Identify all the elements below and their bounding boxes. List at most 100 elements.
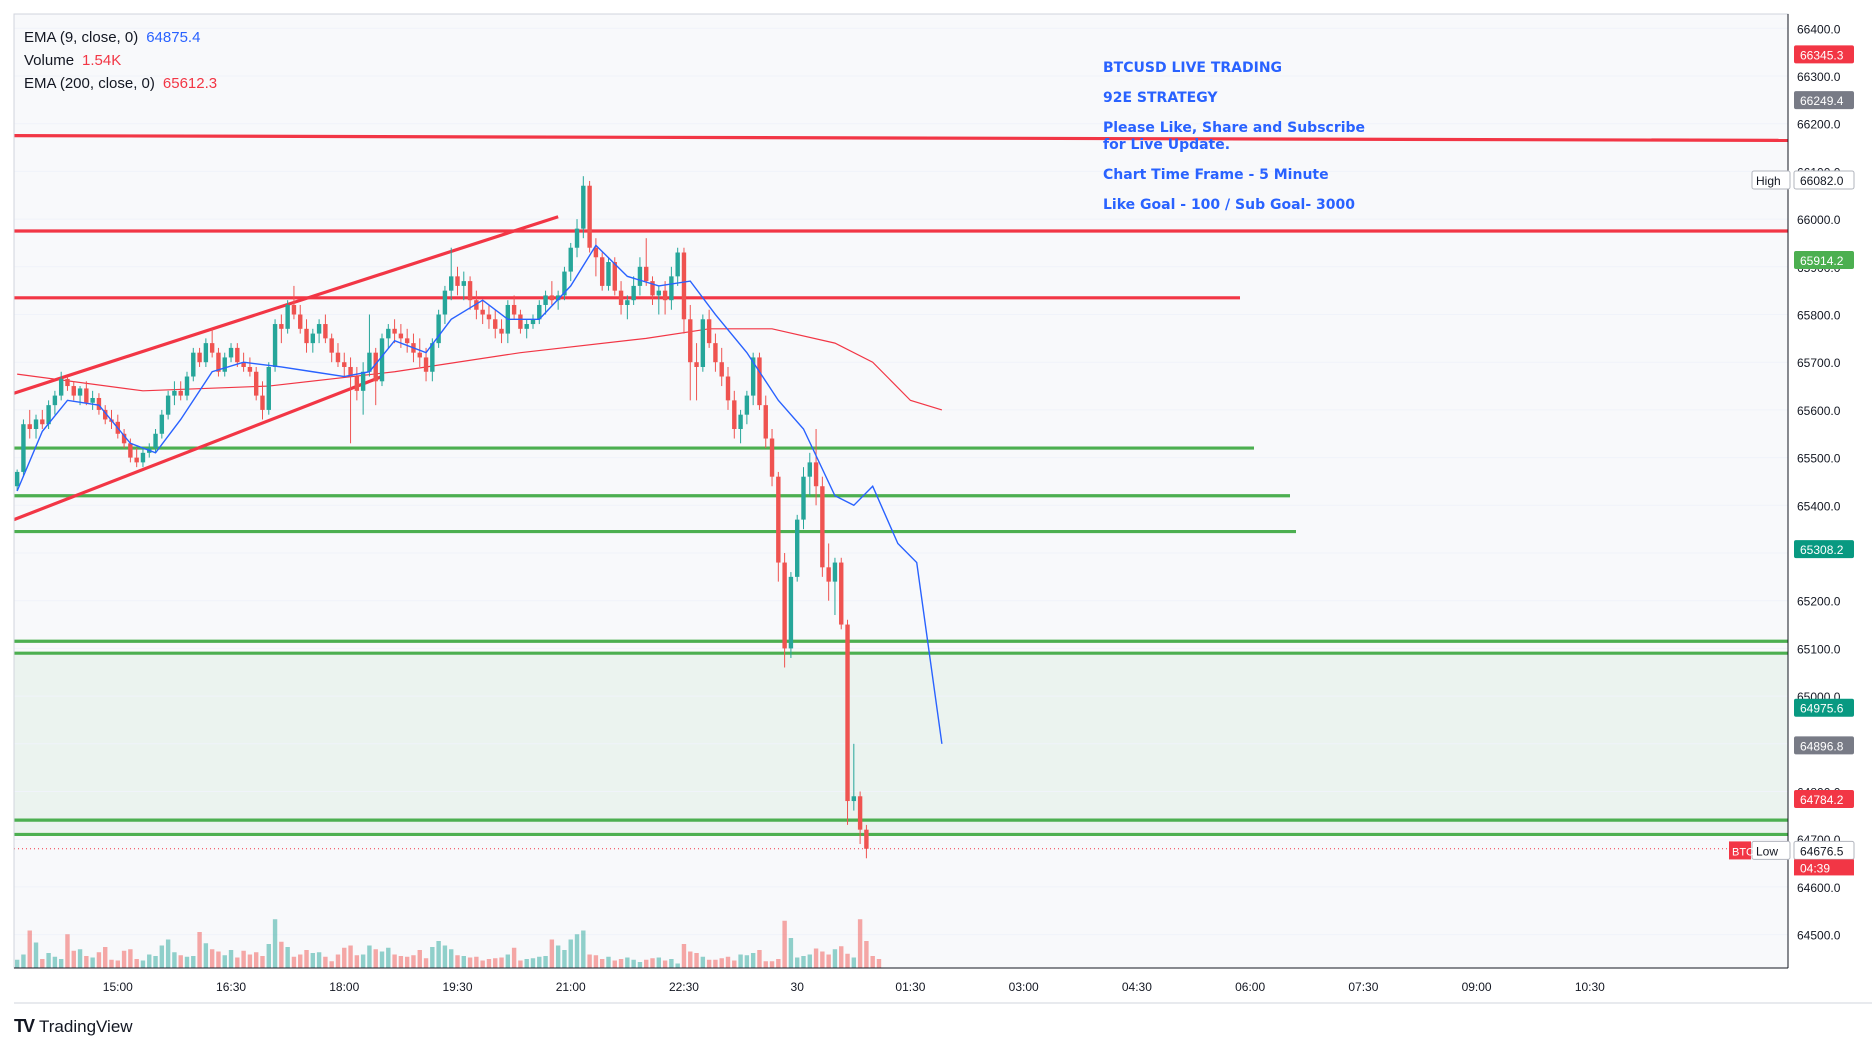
volume-bar — [801, 956, 806, 968]
y-tick-label: 65800.0 — [1797, 309, 1841, 323]
volume-bar — [153, 956, 158, 968]
volume-bar — [574, 934, 580, 968]
candle-body — [851, 796, 857, 802]
candle-body — [386, 328, 391, 339]
candle-body — [253, 371, 259, 396]
candle-body — [662, 290, 668, 301]
volume-bar — [253, 952, 259, 968]
volume-bar — [587, 954, 592, 968]
tradingview-brand[interactable]: TV TradingView — [14, 1016, 133, 1037]
ema9-line — [16, 244, 943, 744]
volume-bar — [769, 961, 775, 968]
candle-body — [763, 405, 768, 439]
volume-bar — [486, 959, 492, 968]
volume-bar — [203, 943, 209, 968]
candle-body — [461, 281, 466, 286]
candle-body — [222, 357, 227, 372]
volume-bar — [845, 953, 850, 968]
x-tick-label: 04:30 — [1122, 980, 1152, 994]
candle-body — [732, 400, 737, 429]
volume-bar — [65, 934, 70, 968]
candle-body — [77, 388, 83, 396]
candle-body — [826, 567, 831, 582]
volume-bar — [134, 959, 139, 968]
x-tick-label: 09:00 — [1462, 980, 1492, 994]
candle-body — [247, 366, 253, 372]
volume-bar — [593, 955, 599, 968]
volume-bar — [77, 949, 83, 968]
volume-bar — [360, 954, 366, 968]
candle-body — [436, 314, 441, 344]
candle-body — [700, 319, 706, 367]
volume-bar — [140, 960, 146, 968]
candle-body — [197, 352, 202, 363]
candle-body — [455, 276, 460, 286]
candle-body — [430, 343, 435, 372]
candle-body — [669, 276, 674, 301]
volume-bar — [178, 955, 183, 968]
volume-bar — [662, 960, 668, 968]
volume-bar — [354, 955, 360, 968]
x-tick-label: 16:30 — [216, 980, 246, 994]
resistance-line — [13, 134, 1789, 143]
volume-bar — [826, 954, 831, 968]
candle-body — [96, 397, 102, 410]
volume-bar — [367, 945, 372, 968]
volume-bar — [700, 956, 706, 968]
volume-bar — [272, 919, 278, 968]
legend-volume-row[interactable]: Volume 1.54K — [24, 49, 217, 72]
chart-annotation-note: BTCUSD LIVE TRADING 92E STRATEGY Please … — [1103, 60, 1365, 227]
candle-body — [260, 395, 265, 410]
y-tick-label: 65500.0 — [1797, 452, 1841, 466]
volume-bar — [298, 954, 303, 968]
trend-line — [13, 375, 383, 522]
legend-ema200-row[interactable]: EMA (200, close, 0) 65612.3 — [24, 72, 217, 95]
volume-bar — [725, 956, 731, 968]
price-tag — [1794, 45, 1854, 64]
volume-bar — [612, 960, 617, 968]
candle-body — [788, 576, 794, 649]
candle-body — [128, 443, 133, 458]
candle-body — [857, 796, 863, 830]
volume-bar — [121, 950, 127, 968]
candle-body — [291, 304, 297, 315]
candle-body — [373, 352, 378, 382]
volume-bar — [788, 938, 794, 968]
candle-body — [191, 352, 196, 377]
candle-body — [801, 476, 806, 520]
volume-bar — [719, 958, 724, 968]
countdown-tag — [1794, 859, 1854, 876]
volume-bar — [348, 945, 353, 968]
candle-body — [84, 388, 89, 403]
volume-bar — [335, 954, 341, 968]
price-tag — [1794, 698, 1854, 717]
volume-bar — [329, 961, 334, 968]
volume-bar — [14, 959, 20, 968]
candle-body — [606, 262, 611, 286]
volume-bar — [524, 959, 529, 968]
candle-body — [486, 314, 492, 320]
volume-bar — [392, 954, 397, 968]
candle-body — [625, 300, 630, 305]
candle-body — [467, 281, 473, 301]
volume-bar — [568, 939, 573, 968]
volume-bar — [795, 957, 800, 968]
candle-body — [795, 519, 800, 577]
candle-body — [134, 457, 139, 463]
candle-body — [228, 347, 234, 358]
legend-volume-label: Volume — [24, 52, 75, 69]
volume-bar — [493, 958, 498, 968]
candle-body — [404, 338, 410, 344]
volume-bar — [247, 954, 253, 968]
x-tick-label: 15:00 — [103, 980, 133, 994]
price-tag-label: 64676.5 — [1800, 844, 1844, 858]
legend-ema9-row[interactable]: EMA (9, close, 0) 64875.4 — [24, 26, 217, 49]
volume-bar — [851, 957, 857, 968]
x-tick-label: 10:30 — [1575, 980, 1605, 994]
volume-bar — [467, 957, 473, 968]
candle-body — [90, 397, 95, 403]
x-tick-label: 21:00 — [556, 980, 586, 994]
candle-body — [367, 352, 372, 372]
candle-body — [499, 328, 504, 334]
